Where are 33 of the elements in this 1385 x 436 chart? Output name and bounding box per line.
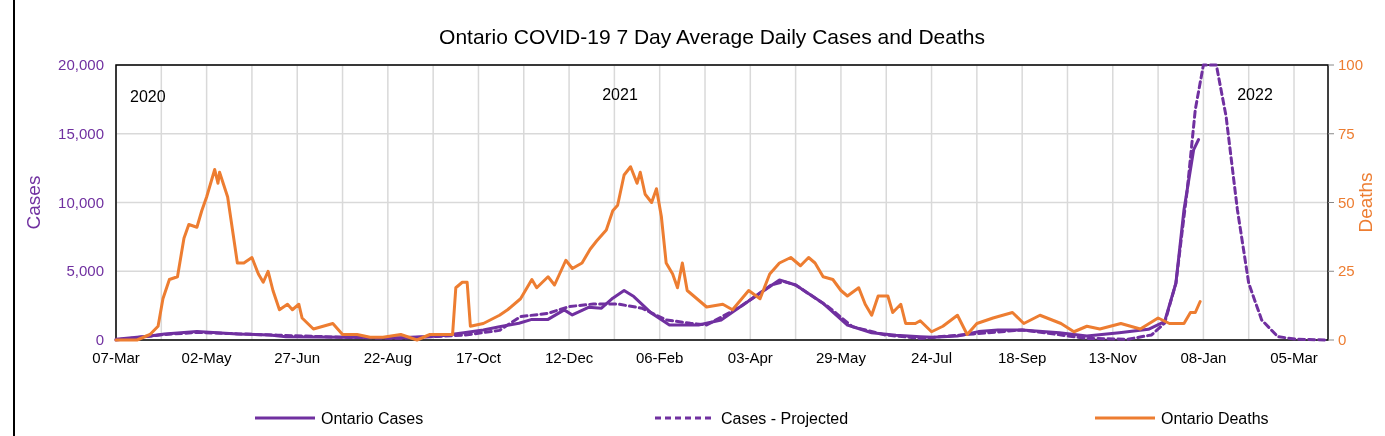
y-tick-label: 5,000 (66, 262, 104, 280)
x-tick-label: 13-Nov (1088, 349, 1138, 366)
chart-title: Ontario COVID-19 7 Day Average Daily Cases and Deaths (439, 25, 985, 48)
x-tick-label: 17-Oct (455, 349, 502, 366)
annotation: 2022 (1237, 86, 1273, 103)
annotation: 2021 (602, 86, 638, 103)
x-tick-label: 27-Jun (274, 349, 321, 366)
y-tick-label: 0 (95, 331, 104, 348)
y-axis-title: Cases (23, 175, 44, 230)
x-tick-label: 24-Jul (911, 349, 952, 366)
legend-label: Cases - Projected (721, 410, 849, 427)
x-tick-label: 29-May (815, 349, 867, 366)
y2-tick-label: 50 (1338, 193, 1355, 211)
x-tick-label: 02-May (181, 349, 233, 366)
x-tick-label: 08-Jan (1180, 349, 1227, 366)
y2-tick-label: 75 (1338, 124, 1355, 142)
y2-tick-label: 0 (1338, 331, 1347, 348)
legend-label: Ontario Cases (321, 410, 424, 427)
y-tick-label: 20,000 (58, 56, 104, 73)
annotation: 2020 (130, 88, 166, 105)
legend-label: Ontario Deaths (1161, 410, 1269, 427)
y-tick-label: 15,000 (58, 124, 104, 142)
x-tick-label: 18-Sep (997, 349, 1047, 366)
y2-tick-label: 100 (1338, 56, 1364, 73)
x-tick-label: 05-Mar (1270, 349, 1318, 366)
y-tick-label: 10,000 (58, 193, 104, 211)
x-tick-label: 06-Feb (635, 349, 684, 366)
x-tick-label: 03-Apr (727, 349, 773, 366)
y2-tick-label: 25 (1338, 262, 1355, 280)
y2-axis-title: Deaths (1355, 172, 1376, 233)
x-tick-label: 12-Dec (544, 349, 594, 366)
x-tick-label: 07-Mar (92, 349, 140, 366)
x-tick-label: 22-Aug (363, 349, 413, 366)
